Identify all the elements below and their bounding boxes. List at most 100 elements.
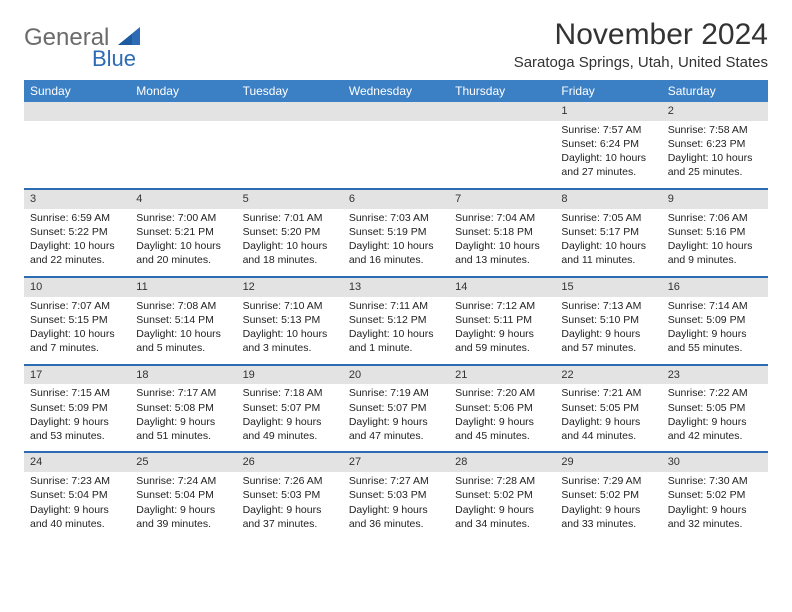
sunrise-line: Sunrise: 7:21 AM — [561, 386, 655, 400]
day-number-cell: 12 — [237, 277, 343, 297]
daylight-line: Daylight: 10 hours and 3 minutes. — [243, 327, 337, 355]
day-number-row: 24252627282930 — [24, 452, 768, 472]
sunrise-line: Sunrise: 7:24 AM — [136, 474, 230, 488]
sunset-line: Sunset: 5:13 PM — [243, 313, 337, 327]
sunset-line: Sunset: 5:06 PM — [455, 401, 549, 415]
sunset-line: Sunset: 5:15 PM — [30, 313, 124, 327]
day-number-cell: 24 — [24, 452, 130, 472]
daylight-line: Daylight: 10 hours and 16 minutes. — [349, 239, 443, 267]
day-details-cell: Sunrise: 7:19 AMSunset: 5:07 PMDaylight:… — [343, 384, 449, 452]
weekday-header: Monday — [130, 80, 236, 102]
day-details-cell: Sunrise: 7:06 AMSunset: 5:16 PMDaylight:… — [662, 209, 768, 277]
day-number-cell: 3 — [24, 189, 130, 209]
weekday-header: Sunday — [24, 80, 130, 102]
day-number-cell: 16 — [662, 277, 768, 297]
sunset-line: Sunset: 5:10 PM — [561, 313, 655, 327]
sunset-line: Sunset: 5:04 PM — [136, 488, 230, 502]
location-text: Saratoga Springs, Utah, United States — [514, 54, 768, 71]
weekday-header: Saturday — [662, 80, 768, 102]
sunrise-line: Sunrise: 7:08 AM — [136, 299, 230, 313]
daylight-line: Daylight: 9 hours and 36 minutes. — [349, 503, 443, 531]
daylight-line: Daylight: 9 hours and 51 minutes. — [136, 415, 230, 443]
sunrise-line: Sunrise: 7:23 AM — [30, 474, 124, 488]
day-details-cell: Sunrise: 7:11 AMSunset: 5:12 PMDaylight:… — [343, 297, 449, 365]
day-details-cell: Sunrise: 7:21 AMSunset: 5:05 PMDaylight:… — [555, 384, 661, 452]
day-details-cell: Sunrise: 7:07 AMSunset: 5:15 PMDaylight:… — [24, 297, 130, 365]
daylight-line: Daylight: 10 hours and 22 minutes. — [30, 239, 124, 267]
sunset-line: Sunset: 5:11 PM — [455, 313, 549, 327]
daylight-line: Daylight: 9 hours and 57 minutes. — [561, 327, 655, 355]
day-details-cell: Sunrise: 7:24 AMSunset: 5:04 PMDaylight:… — [130, 472, 236, 540]
day-number-cell — [237, 102, 343, 121]
day-number-cell: 15 — [555, 277, 661, 297]
sunrise-line: Sunrise: 7:06 AM — [668, 211, 762, 225]
day-details-row: Sunrise: 7:15 AMSunset: 5:09 PMDaylight:… — [24, 384, 768, 452]
day-number-cell: 1 — [555, 102, 661, 121]
day-details-cell: Sunrise: 7:27 AMSunset: 5:03 PMDaylight:… — [343, 472, 449, 540]
day-number-cell: 23 — [662, 365, 768, 385]
sunset-line: Sunset: 5:14 PM — [136, 313, 230, 327]
sunset-line: Sunset: 5:05 PM — [561, 401, 655, 415]
brand-logo: General Blue — [24, 18, 140, 72]
sunset-line: Sunset: 5:02 PM — [561, 488, 655, 502]
day-number-cell: 29 — [555, 452, 661, 472]
sunrise-line: Sunrise: 7:18 AM — [243, 386, 337, 400]
sunrise-line: Sunrise: 7:04 AM — [455, 211, 549, 225]
day-details-cell: Sunrise: 7:14 AMSunset: 5:09 PMDaylight:… — [662, 297, 768, 365]
sunset-line: Sunset: 6:24 PM — [561, 137, 655, 151]
sunset-line: Sunset: 5:22 PM — [30, 225, 124, 239]
daylight-line: Daylight: 10 hours and 9 minutes. — [668, 239, 762, 267]
day-details-cell: Sunrise: 7:00 AMSunset: 5:21 PMDaylight:… — [130, 209, 236, 277]
sunrise-line: Sunrise: 7:05 AM — [561, 211, 655, 225]
daylight-line: Daylight: 9 hours and 59 minutes. — [455, 327, 549, 355]
weekday-header: Thursday — [449, 80, 555, 102]
day-details-cell — [24, 121, 130, 189]
sunset-line: Sunset: 5:02 PM — [668, 488, 762, 502]
day-number-cell — [343, 102, 449, 121]
sunset-line: Sunset: 5:09 PM — [668, 313, 762, 327]
day-number-cell: 17 — [24, 365, 130, 385]
day-details-row: Sunrise: 7:07 AMSunset: 5:15 PMDaylight:… — [24, 297, 768, 365]
sunset-line: Sunset: 5:04 PM — [30, 488, 124, 502]
sunrise-line: Sunrise: 7:03 AM — [349, 211, 443, 225]
daylight-line: Daylight: 9 hours and 44 minutes. — [561, 415, 655, 443]
day-details-row: Sunrise: 7:57 AMSunset: 6:24 PMDaylight:… — [24, 121, 768, 189]
sunrise-line: Sunrise: 7:12 AM — [455, 299, 549, 313]
title-block: November 2024 Saratoga Springs, Utah, Un… — [514, 18, 768, 71]
daylight-line: Daylight: 9 hours and 55 minutes. — [668, 327, 762, 355]
sunset-line: Sunset: 5:02 PM — [455, 488, 549, 502]
sunrise-line: Sunrise: 7:13 AM — [561, 299, 655, 313]
sunrise-line: Sunrise: 7:10 AM — [243, 299, 337, 313]
day-details-cell: Sunrise: 7:26 AMSunset: 5:03 PMDaylight:… — [237, 472, 343, 540]
day-number-cell: 9 — [662, 189, 768, 209]
day-number-cell: 2 — [662, 102, 768, 121]
day-number-cell: 4 — [130, 189, 236, 209]
sunset-line: Sunset: 5:17 PM — [561, 225, 655, 239]
day-number-cell: 11 — [130, 277, 236, 297]
daylight-line: Daylight: 10 hours and 20 minutes. — [136, 239, 230, 267]
day-number-row: 17181920212223 — [24, 365, 768, 385]
page-header: General Blue November 2024 Saratoga Spri… — [24, 18, 768, 72]
sunset-line: Sunset: 6:23 PM — [668, 137, 762, 151]
day-details-cell: Sunrise: 7:20 AMSunset: 5:06 PMDaylight:… — [449, 384, 555, 452]
weekday-header-row: SundayMondayTuesdayWednesdayThursdayFrid… — [24, 80, 768, 102]
sunrise-line: Sunrise: 7:57 AM — [561, 123, 655, 137]
day-number-cell: 13 — [343, 277, 449, 297]
daylight-line: Daylight: 10 hours and 27 minutes. — [561, 151, 655, 179]
brand-part2: Blue — [92, 46, 140, 72]
sunset-line: Sunset: 5:07 PM — [349, 401, 443, 415]
daylight-line: Daylight: 10 hours and 11 minutes. — [561, 239, 655, 267]
daylight-line: Daylight: 10 hours and 13 minutes. — [455, 239, 549, 267]
day-details-row: Sunrise: 6:59 AMSunset: 5:22 PMDaylight:… — [24, 209, 768, 277]
day-details-cell: Sunrise: 7:13 AMSunset: 5:10 PMDaylight:… — [555, 297, 661, 365]
weekday-header: Tuesday — [237, 80, 343, 102]
day-details-cell: Sunrise: 7:12 AMSunset: 5:11 PMDaylight:… — [449, 297, 555, 365]
day-number-row: 3456789 — [24, 189, 768, 209]
daylight-line: Daylight: 10 hours and 5 minutes. — [136, 327, 230, 355]
day-number-cell: 20 — [343, 365, 449, 385]
day-number-cell: 21 — [449, 365, 555, 385]
sunset-line: Sunset: 5:09 PM — [30, 401, 124, 415]
sunrise-line: Sunrise: 7:58 AM — [668, 123, 762, 137]
day-number-cell — [449, 102, 555, 121]
day-details-cell: Sunrise: 7:10 AMSunset: 5:13 PMDaylight:… — [237, 297, 343, 365]
